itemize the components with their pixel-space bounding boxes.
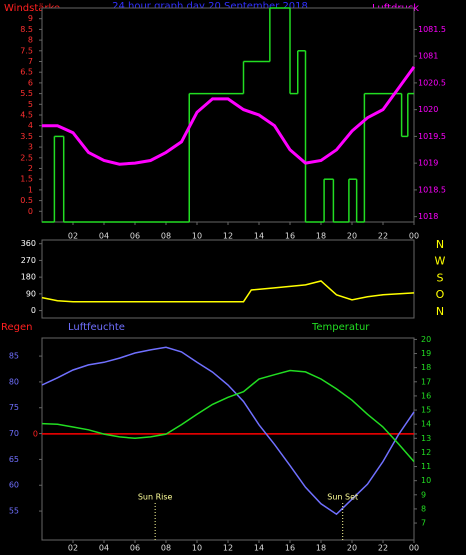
plot-frame [41, 337, 415, 541]
x-tick-label: 12 [223, 544, 233, 553]
y-tick-label: 1.5 [20, 175, 33, 184]
x-tick-label: 08 [161, 232, 171, 241]
y2-tick-label: 1081 [418, 52, 438, 61]
y2-tick-label: 1019.5 [418, 132, 446, 141]
y-tick-label: 70 [9, 429, 19, 438]
wind-label: Windstärke [4, 3, 60, 14]
x-tick-label: 04 [99, 544, 109, 553]
compass-label: O [436, 288, 445, 301]
y-tick-label: 60 [9, 481, 19, 490]
series-line [41, 369, 415, 463]
x-tick-label: 06 [130, 544, 140, 553]
x-tick-label: 18 [316, 544, 326, 553]
y-tick-label: 0 [28, 207, 33, 216]
series-line [41, 346, 415, 516]
sun-label: Sun Set [327, 493, 358, 502]
x-tick-label: 16 [285, 544, 295, 553]
x-tick-label: 20 [347, 544, 357, 553]
series-line [41, 280, 415, 303]
y-tick-label: 80 [9, 377, 19, 386]
y2-tick-label: 1020 [418, 105, 438, 114]
y-tick-label: 360 [21, 239, 36, 248]
plot-frame [41, 239, 415, 319]
y-tick-label: 5 [28, 100, 33, 109]
y-tick-label: 3 [28, 143, 33, 152]
y2-tick-label: 15 [421, 406, 431, 415]
y-tick-label: 2 [28, 164, 33, 173]
x-tick-label: 10 [192, 544, 202, 553]
y-tick-label: 6 [28, 78, 33, 87]
y3-tick-label: 0 [33, 429, 38, 438]
compass-label: S [437, 271, 444, 284]
y-tick-label: 3.5 [20, 132, 33, 141]
rain-label: Regen [1, 322, 33, 333]
y2-tick-label: 13 [421, 434, 431, 443]
x-tick-label: 22 [378, 544, 388, 553]
humidity-label: Luftfeuchte [68, 322, 125, 333]
y-tick-label: 8.5 [20, 25, 33, 34]
x-tick-label: 16 [285, 232, 295, 241]
x-tick-label: 14 [254, 544, 264, 553]
chart-title: 24 hour graph day 20 September 2018 [112, 1, 308, 12]
y-tick-label: 0 [31, 306, 36, 315]
y-tick-label: 6.5 [20, 68, 33, 77]
y-tick-label: 9 [28, 14, 33, 23]
y-tick-label: 0.5 [20, 196, 33, 205]
x-tick-label: 20 [347, 232, 357, 241]
y2-tick-label: 7 [421, 519, 426, 528]
y-tick-label: 90 [26, 289, 36, 298]
x-tick-label: 00 [409, 232, 419, 241]
y2-tick-label: 1018 [418, 212, 438, 221]
x-tick-label: 10 [192, 232, 202, 241]
compass-label: N [436, 305, 444, 318]
temperature-label: Temperatur [311, 322, 370, 333]
y2-tick-label: 1019 [418, 159, 438, 168]
y2-tick-label: 1018.5 [418, 185, 446, 194]
x-tick-label: 00 [409, 544, 419, 553]
x-tick-label: 06 [130, 232, 140, 241]
x-tick-label: 02 [68, 232, 78, 241]
y2-tick-label: 20 [421, 335, 431, 344]
x-tick-label: 02 [68, 544, 78, 553]
y-tick-label: 5.5 [20, 89, 33, 98]
y2-tick-label: 16 [421, 391, 431, 400]
plot-frame [41, 7, 415, 223]
x-tick-label: 22 [378, 232, 388, 241]
y-tick-label: 180 [21, 273, 36, 282]
y2-tick-label: 10 [421, 476, 431, 485]
y2-tick-label: 17 [421, 377, 431, 386]
y2-tick-label: 1081.5 [418, 25, 446, 34]
y-tick-label: 270 [21, 256, 36, 265]
y2-tick-label: 11 [421, 462, 431, 471]
x-tick-label: 04 [99, 232, 109, 241]
y-tick-label: 4 [28, 121, 33, 130]
y-tick-label: 4.5 [20, 111, 33, 120]
y2-tick-label: 18 [421, 363, 431, 372]
compass-label: W [435, 255, 446, 268]
y2-tick-label: 1020.5 [418, 78, 446, 87]
y-tick-label: 7 [28, 57, 33, 66]
y2-tick-label: 19 [421, 349, 431, 358]
y-tick-label: 85 [9, 352, 19, 361]
y-tick-label: 1 [28, 185, 33, 194]
y-tick-label: 7.5 [20, 46, 33, 55]
y2-tick-label: 9 [421, 490, 426, 499]
x-tick-label: 08 [161, 544, 171, 553]
x-tick-label: 18 [316, 232, 326, 241]
y2-tick-label: 8 [421, 504, 426, 513]
y-tick-label: 75 [9, 403, 19, 412]
y-tick-label: 55 [9, 507, 19, 516]
y-tick-label: 65 [9, 455, 19, 464]
series-line [42, 66, 416, 166]
x-tick-label: 12 [223, 232, 233, 241]
sun-label: Sun Rise [138, 493, 173, 502]
y-tick-label: 2.5 [20, 153, 33, 162]
y-tick-label: 8 [28, 36, 33, 45]
x-tick-label: 14 [254, 232, 264, 241]
y2-tick-label: 14 [421, 420, 431, 429]
compass-label: N [436, 238, 444, 251]
y2-tick-label: 12 [421, 448, 431, 457]
